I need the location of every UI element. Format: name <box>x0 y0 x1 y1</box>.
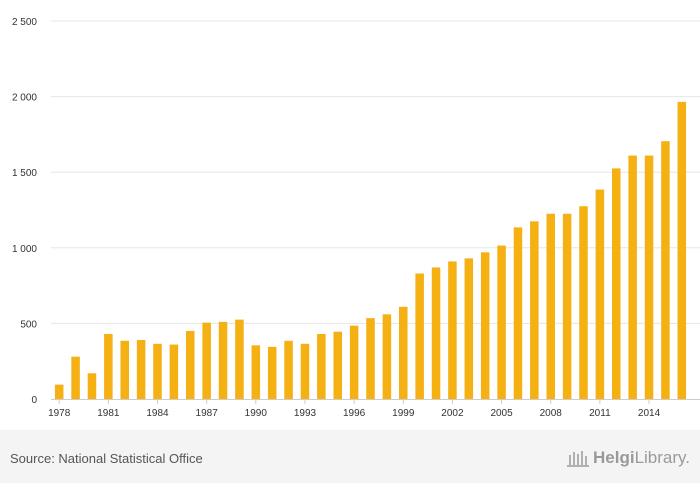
x-tick-label: 2008 <box>540 408 563 419</box>
x-tick-label: 1984 <box>146 408 169 419</box>
bar-1991[interactable] <box>267 346 277 399</box>
bar-1996[interactable] <box>349 325 359 399</box>
bar-2001[interactable] <box>431 267 441 399</box>
library-icon <box>567 451 589 467</box>
bar-1986[interactable] <box>186 330 195 399</box>
bar-1978[interactable] <box>54 384 64 399</box>
bar-1998[interactable] <box>382 314 392 399</box>
bar-1982[interactable] <box>120 340 129 399</box>
bar-1981[interactable] <box>104 333 113 399</box>
y-tick-label: 500 <box>20 319 37 330</box>
bar-2008[interactable] <box>546 213 555 399</box>
brand-name-part2: Library. <box>634 448 690 467</box>
bar-1989[interactable] <box>235 319 244 399</box>
source-note: Source: National Statistical Office <box>10 451 203 466</box>
x-tick-label: 2002 <box>441 408 464 419</box>
bar-1987[interactable] <box>202 322 211 399</box>
bar-2010[interactable] <box>579 206 588 399</box>
bar-1999[interactable] <box>399 306 408 399</box>
bar-1993[interactable] <box>300 343 310 399</box>
gridlines <box>51 20 700 324</box>
x-tick-label: 1996 <box>343 408 366 419</box>
bar-2005[interactable] <box>497 245 506 399</box>
y-axis: 0 500 1 000 1 500 2 000 2 500 <box>12 17 37 406</box>
bar-1994[interactable] <box>317 333 326 399</box>
bars <box>54 101 687 400</box>
bar-chart: 0 500 1 000 1 500 2 000 2 500 1978 1981 1984 198… <box>12 17 700 419</box>
x-tick-label: 1999 <box>392 408 415 419</box>
bar-1979[interactable] <box>71 356 80 399</box>
bar-2002[interactable] <box>448 261 457 399</box>
bar-1984[interactable] <box>153 343 162 399</box>
y-tick-label: 2 000 <box>12 93 37 104</box>
x-tick-label: 1987 <box>196 408 219 419</box>
footer: Source: National Statistical Office Helg… <box>0 430 700 483</box>
bar-2014[interactable] <box>644 155 654 399</box>
y-tick-label: 1 500 <box>12 168 37 179</box>
bar-1995[interactable] <box>333 331 342 399</box>
bar-2015[interactable] <box>661 141 670 400</box>
x-tick-label: 1981 <box>97 408 120 419</box>
bar-2003[interactable] <box>464 258 474 399</box>
x-tick-label: 2005 <box>490 408 513 419</box>
y-tick-label: 1 000 <box>12 244 37 255</box>
bar-1997[interactable] <box>366 318 375 399</box>
bar-2007[interactable] <box>530 221 539 399</box>
bar-2009[interactable] <box>562 213 572 399</box>
bar-2000[interactable] <box>415 273 424 399</box>
x-tick-label: 2011 <box>589 408 611 419</box>
helgi-library-logo[interactable]: Helgi Library. <box>567 448 690 468</box>
bar-1990[interactable] <box>251 345 261 399</box>
x-tick-label: 1978 <box>48 408 71 419</box>
bar-2012[interactable] <box>612 168 621 399</box>
bar-1988[interactable] <box>218 321 228 399</box>
bar-1985[interactable] <box>169 344 179 399</box>
y-tick-label: 2 500 <box>12 17 37 28</box>
bar-2006[interactable] <box>513 227 523 399</box>
y-tick-label: 0 <box>31 395 37 406</box>
x-tick-label: 1990 <box>245 408 268 419</box>
brand-name-part1: Helgi <box>593 448 635 467</box>
x-axis: 1978 1981 1984 1987 1990 1993 1996 1999 2002 2005… <box>48 399 700 419</box>
bar-2011[interactable] <box>595 189 605 399</box>
bar-1980[interactable] <box>87 373 97 399</box>
x-tick-label: 2014 <box>638 408 661 419</box>
bar-1992[interactable] <box>284 340 293 399</box>
x-tick-label: 1993 <box>294 408 317 419</box>
bar-2004[interactable] <box>480 252 490 399</box>
bar-1983[interactable] <box>136 340 146 399</box>
bar-2013[interactable] <box>628 155 637 399</box>
bar-2016[interactable] <box>677 101 687 399</box>
